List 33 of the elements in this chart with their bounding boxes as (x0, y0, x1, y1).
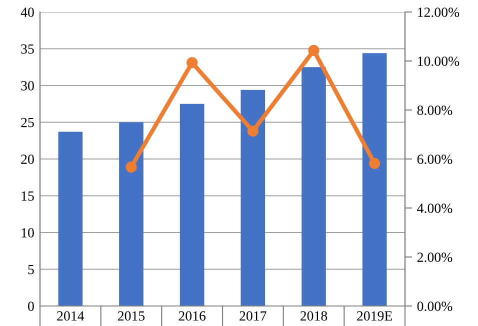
x-tick-label: 2016 (178, 311, 206, 321)
y-tick-label: 15 (22, 191, 34, 201)
bar (58, 132, 83, 306)
point (369, 158, 380, 169)
y-tick-label: 0 (28, 302, 34, 311)
y-tick-label: 30 (21, 81, 34, 90)
x-tick-label: 2018 (300, 311, 328, 321)
bar (180, 104, 204, 306)
x-tick-label: 2014 (57, 311, 84, 321)
x-tick-label: 2019E (357, 311, 392, 321)
y2-tick-label: 10.00% (418, 56, 460, 66)
bar (302, 67, 326, 306)
bar (240, 90, 266, 306)
x-tick-label: 2015 (118, 311, 145, 321)
y2-tick-label: 2.00% (417, 252, 452, 262)
point (126, 162, 137, 173)
y-tick-label: 10 (22, 228, 34, 238)
y2-tick-label: 8.00% (417, 106, 452, 116)
y2-tick-label: 0.00% (417, 302, 452, 312)
bar (362, 53, 387, 306)
point (186, 57, 198, 68)
point (247, 126, 258, 137)
y-tick-label: 25 (21, 118, 34, 128)
y-tick-label: 40 (20, 8, 34, 17)
y-tick-label: 5 (28, 264, 34, 274)
y-tick-label: 20 (21, 154, 34, 164)
bar (119, 122, 144, 306)
y-tick-label: 35 (21, 44, 34, 54)
y2-tick-label: 4.00% (417, 204, 452, 214)
y2-tick-label: 6.00% (417, 154, 452, 164)
x-tick-label: 2017 (240, 311, 266, 321)
point (308, 44, 320, 56)
y2-tick-label: 12.00% (418, 8, 460, 18)
